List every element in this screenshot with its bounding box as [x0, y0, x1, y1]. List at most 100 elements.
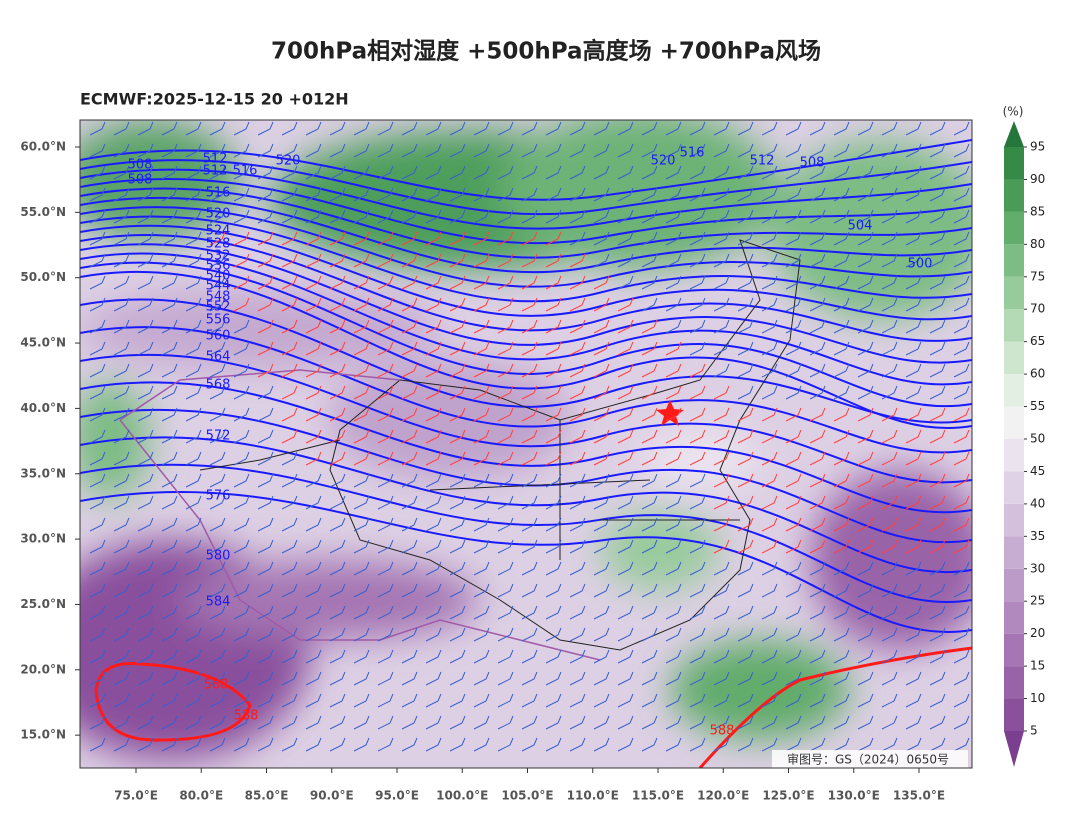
wind-barb [713, 495, 730, 510]
colorbar-label: 60 [1030, 367, 1045, 381]
wind-barb [473, 451, 490, 466]
wind-barb [257, 165, 274, 180]
wind-barb [329, 671, 346, 686]
wind-barb [905, 605, 922, 620]
wind-barb [809, 737, 826, 752]
wind-barb [161, 231, 178, 246]
wind-barb [449, 209, 466, 224]
wind-barb [665, 671, 682, 686]
wind-barb [833, 319, 850, 334]
wind-barb [113, 121, 130, 136]
wind-barb [857, 715, 874, 730]
wind-barb [521, 737, 538, 752]
wind-barb [545, 473, 562, 488]
wind-barb [881, 671, 898, 686]
wind-barb [89, 517, 106, 532]
wind-barb [545, 363, 562, 378]
wind-barb [425, 319, 442, 334]
wind-barb [161, 539, 178, 554]
wind-barb [449, 715, 466, 730]
wind-barb [257, 649, 274, 664]
wind-barb [689, 627, 706, 642]
x-tick-label: 85.0°E [245, 789, 289, 803]
wind-barb [449, 407, 466, 422]
wind-barb [785, 143, 802, 158]
wind-barb [905, 539, 922, 554]
wind-barb [689, 539, 706, 554]
wind-barb [113, 363, 130, 378]
wind-barb [89, 297, 106, 312]
wind-barb [473, 583, 490, 598]
wind-barb [785, 715, 802, 730]
wind-barb [257, 671, 274, 686]
x-tick-label: 120.0°E [697, 789, 749, 803]
wind-barb [545, 451, 562, 466]
wind-barb [449, 649, 466, 664]
wind-barb [353, 671, 370, 686]
wind-barb [137, 275, 154, 290]
contour-line [80, 215, 972, 303]
wind-barb [857, 451, 874, 466]
wind-barb [905, 121, 922, 136]
wind-barb [449, 275, 466, 290]
wind-barb [449, 627, 466, 642]
wind-barb [737, 121, 754, 136]
wind-barb [497, 407, 514, 422]
wind-barb [545, 649, 562, 664]
wind-barb [497, 583, 514, 598]
wind-barb [353, 319, 370, 334]
contour-label: 532 [206, 249, 231, 264]
wind-barb [305, 605, 322, 620]
wind-barb [713, 737, 730, 752]
x-tick-label: 135.0°E [893, 789, 945, 803]
wind-barb [449, 187, 466, 202]
wind-barb [689, 715, 706, 730]
wind-barb [497, 209, 514, 224]
wind-barb [857, 517, 874, 532]
wind-barb [617, 737, 634, 752]
wind-barb [665, 693, 682, 708]
wind-barb [353, 253, 370, 268]
wind-barb [713, 671, 730, 686]
wind-barb [209, 649, 226, 664]
wind-barb [161, 407, 178, 422]
y-tick-label: 50.0°N [20, 270, 66, 284]
colorbar-label: 10 [1030, 691, 1045, 705]
wind-barb [233, 473, 250, 488]
wind-barb [137, 363, 154, 378]
wind-barb [857, 385, 874, 400]
wind-barb [593, 561, 610, 576]
wind-barb [521, 715, 538, 730]
wind-barb [497, 517, 514, 532]
wind-barb [521, 605, 538, 620]
wind-barb [161, 451, 178, 466]
wind-barb [497, 363, 514, 378]
wind-barb [761, 187, 778, 202]
wind-barb [569, 561, 586, 576]
wind-barb [953, 693, 970, 708]
wind-barb [137, 671, 154, 686]
wind-barb [425, 407, 442, 422]
wind-barb [137, 473, 154, 488]
y-tick-label: 20.0°N [20, 662, 66, 676]
wind-barb [377, 539, 394, 554]
wind-barb [665, 473, 682, 488]
wind-barb [929, 407, 946, 422]
wind-barb [281, 495, 298, 510]
wind-barb [857, 363, 874, 378]
wind-barb [617, 297, 634, 312]
wind-barb [641, 517, 658, 532]
wind-barb [377, 209, 394, 224]
wind-barb [161, 319, 178, 334]
colorbar-label: 35 [1030, 529, 1045, 543]
wind-barb [617, 319, 634, 334]
wind-barb [881, 121, 898, 136]
x-tick-label: 80.0°E [179, 789, 223, 803]
contour-line [80, 326, 972, 454]
wind-barb [257, 297, 274, 312]
wind-barb [89, 583, 106, 598]
contour-label: 548 [206, 290, 231, 305]
wind-barb [929, 143, 946, 158]
wind-barb [401, 253, 418, 268]
wind-barb [305, 539, 322, 554]
